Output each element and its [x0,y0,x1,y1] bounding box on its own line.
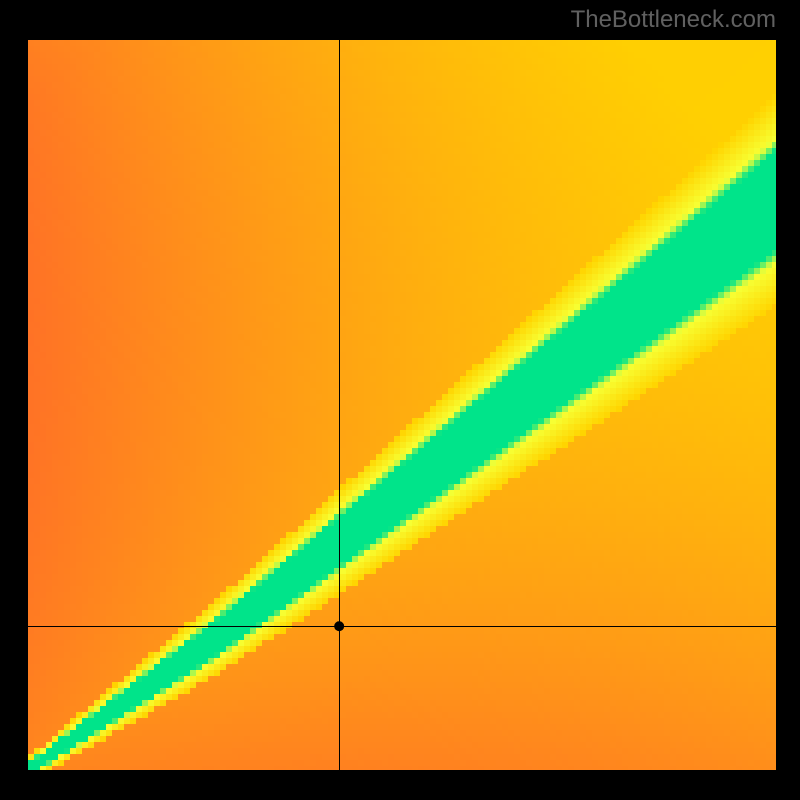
bottleneck-heatmap-canvas [0,0,800,800]
chart-stage: TheBottleneck.com [0,0,800,800]
watermark-text: TheBottleneck.com [571,6,776,34]
